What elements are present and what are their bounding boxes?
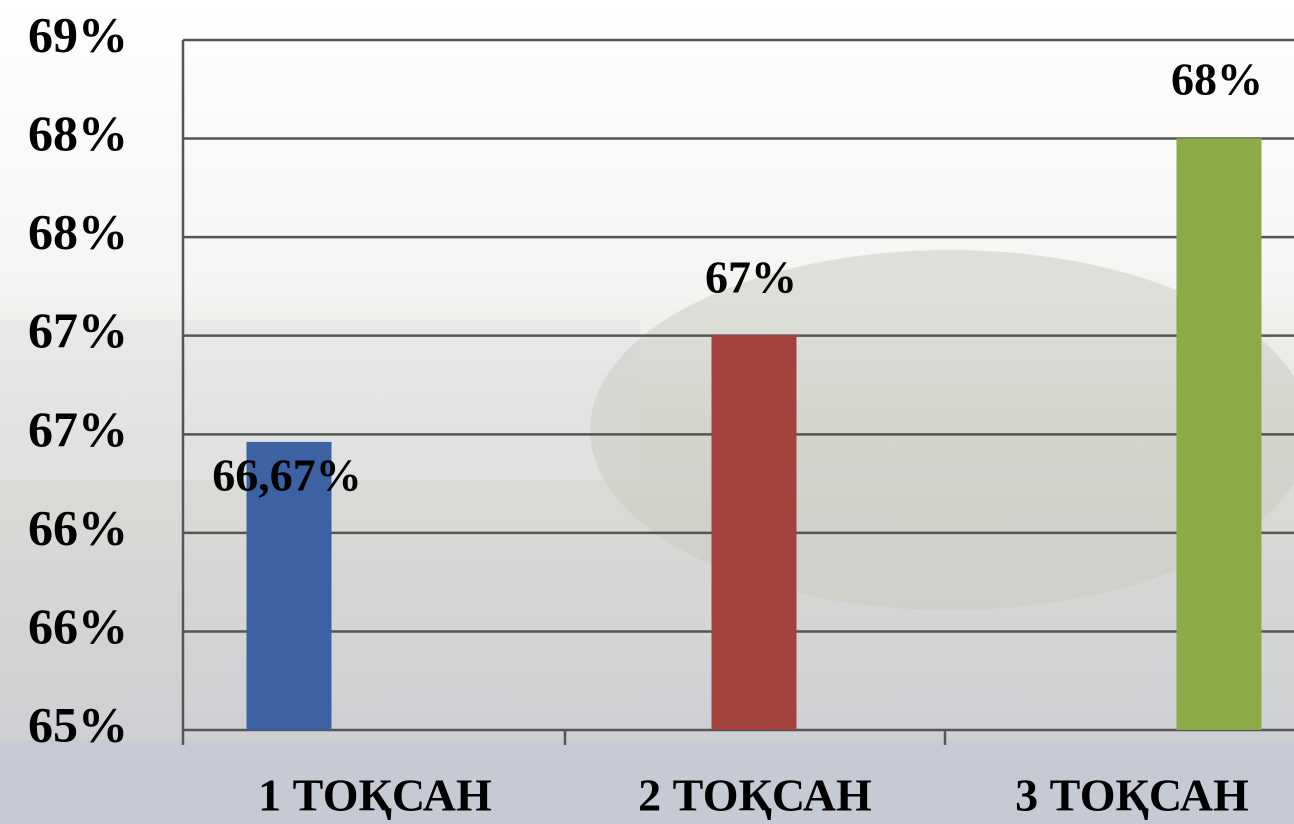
data-label: 67% bbox=[705, 252, 797, 303]
x-tick-label: 3 ТОҚСАН bbox=[1015, 770, 1249, 821]
y-tick-label: 67% bbox=[28, 302, 128, 358]
y-tick-label: 69% bbox=[28, 6, 128, 62]
y-tick-label: 68% bbox=[28, 105, 128, 161]
bar bbox=[1176, 138, 1262, 730]
x-tick-label: 1 ТОҚСАН bbox=[258, 770, 492, 821]
bar bbox=[711, 334, 797, 730]
y-tick-label: 68% bbox=[28, 204, 128, 260]
data-label: 66,67% bbox=[212, 450, 362, 501]
y-tick-label: 65% bbox=[28, 696, 128, 752]
y-tick-label: 66% bbox=[28, 598, 128, 654]
bar bbox=[246, 441, 332, 730]
y-tick-label: 67% bbox=[28, 401, 128, 457]
x-tick-label: 2 ТОҚСАН bbox=[638, 770, 872, 821]
background-fence bbox=[0, 740, 1294, 824]
data-label: 68% bbox=[1171, 54, 1263, 105]
y-tick-label: 66% bbox=[28, 499, 128, 555]
